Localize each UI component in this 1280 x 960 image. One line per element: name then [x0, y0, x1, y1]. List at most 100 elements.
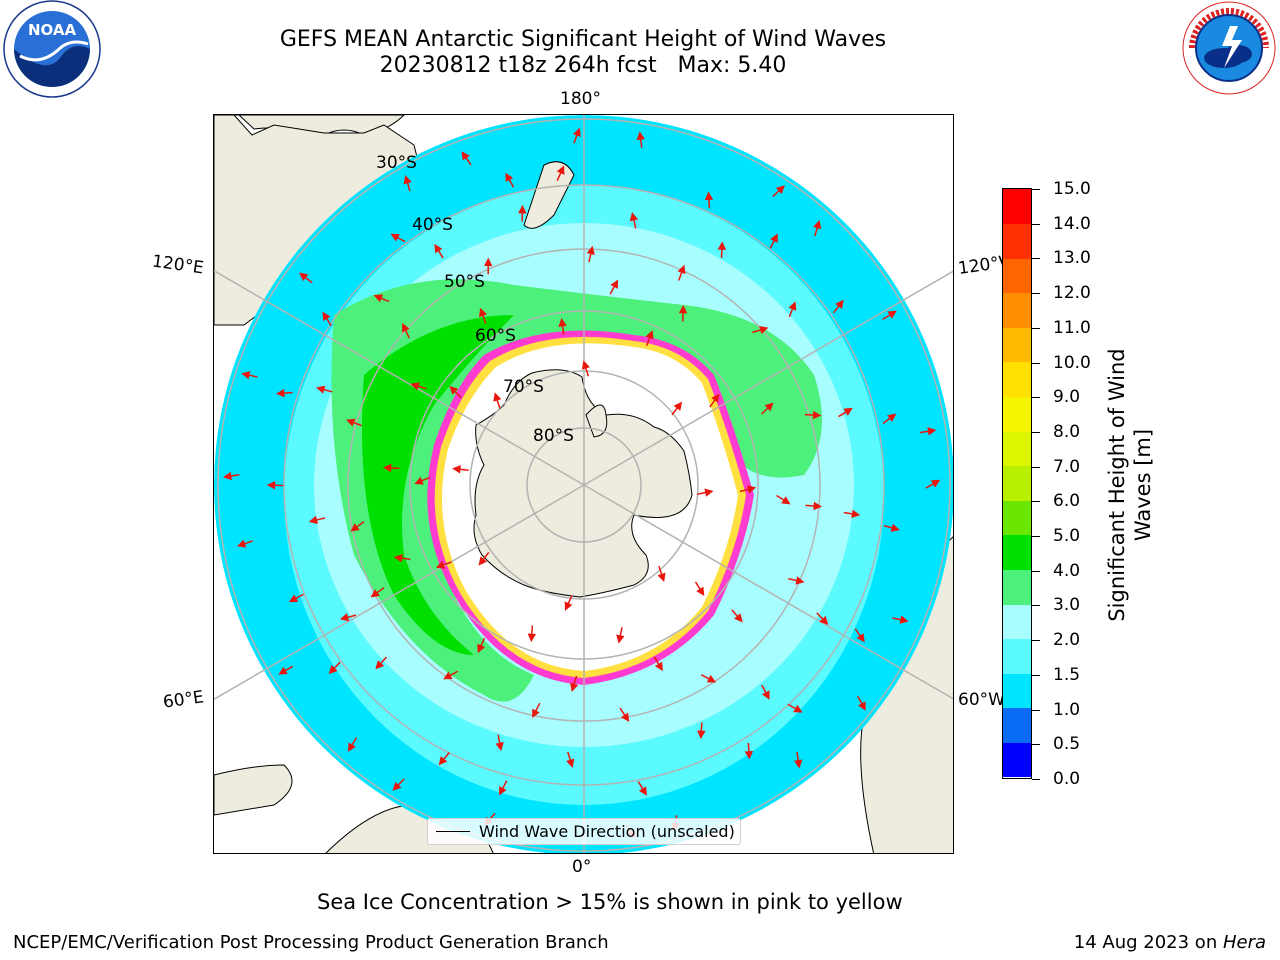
colorbar-tick	[1032, 536, 1040, 538]
colorbar-segment	[1003, 500, 1031, 536]
colorbar-tick-label: 0.0	[1053, 769, 1081, 789]
colorbar-tick-label: 8.0	[1053, 421, 1081, 442]
colorbar-segment	[1003, 431, 1031, 467]
colorbar-segment	[1003, 707, 1031, 743]
wave-direction-arrow	[694, 581, 705, 597]
lon-label-0: 0°	[572, 857, 592, 877]
wave-direction-arrow	[854, 628, 865, 643]
colorbar-tick	[1032, 258, 1040, 260]
footer-date: 14 Aug 2023 on	[1073, 932, 1223, 953]
lat-label-80s: 80°S	[533, 426, 574, 446]
wave-direction-arrow	[299, 272, 313, 284]
lat-label-60s: 60°S	[475, 326, 516, 346]
colorbar-tick	[1032, 466, 1040, 468]
wave-direction-arrow	[804, 410, 822, 420]
colorbar-tick-label: 1.5	[1053, 664, 1081, 685]
wave-direction-arrow	[788, 301, 797, 318]
wave-direction-arrow	[505, 172, 515, 188]
wave-direction-arrow	[477, 637, 486, 654]
wave-direction-arrow	[556, 165, 565, 181]
wave-direction-arrow	[479, 307, 487, 324]
colorbar-title: Significant Height of Wind Waves [m]	[1105, 348, 1155, 622]
lon-label-120e: 120°E	[150, 251, 205, 279]
colorbar-tick	[1032, 640, 1040, 642]
wind-wave-arrows	[222, 127, 941, 839]
colorbar-segment	[1003, 189, 1031, 225]
colorbar-segment	[1003, 569, 1031, 605]
colorbar-segment	[1003, 361, 1031, 398]
wave-direction-arrow	[449, 385, 462, 399]
colorbar-tick	[1032, 744, 1040, 746]
wave-direction-arrow	[370, 587, 385, 598]
wave-direction-arrow	[629, 212, 639, 229]
colorbar-tick-label: 3.0	[1053, 595, 1081, 616]
wave-direction-arrow	[236, 539, 253, 548]
wave-field-4.0-5.0	[362, 315, 514, 655]
colorbar-segment	[1003, 258, 1031, 294]
colorbar-tick-label: 2.0	[1053, 630, 1081, 651]
wave-direction-arrow	[435, 560, 452, 569]
lat-label-30s: 30°S	[376, 153, 417, 173]
colorbar-tick	[1032, 293, 1040, 295]
wave-direction-arrow	[339, 613, 357, 622]
wave-direction-arrow	[390, 233, 406, 243]
colorbar-segment	[1003, 604, 1031, 640]
wave-direction-arrow	[787, 703, 803, 713]
colorbar-tick	[1032, 779, 1040, 780]
wave-direction-arrow	[350, 521, 365, 532]
colorbar-segment	[1003, 223, 1031, 259]
legend-line-sample	[436, 831, 470, 832]
wave-direction-arrow	[892, 615, 909, 624]
colorbar-segment	[1003, 742, 1031, 778]
wave-direction-arrow	[401, 323, 410, 339]
wave-direction-arrow	[816, 612, 829, 625]
wave-direction-arrow	[518, 204, 527, 222]
wave-direction-arrow	[434, 243, 444, 259]
wave-direction-arrow	[495, 734, 504, 752]
wave-direction-arrow	[570, 675, 579, 692]
wave-direction-arrow	[347, 737, 358, 752]
colorbar-tick-label: 14.0	[1053, 213, 1091, 234]
colorbar-tick	[1032, 327, 1040, 329]
colorbar-tick-label: 4.0	[1053, 560, 1081, 581]
wave-direction-arrow	[616, 627, 625, 644]
legend-label: Wind Wave Direction (unscaled)	[479, 822, 735, 841]
wave-direction-arrow	[794, 751, 803, 769]
colorbar-tick-label: 7.0	[1053, 456, 1081, 477]
wave-direction-arrow	[857, 695, 866, 711]
colorbar-segment	[1003, 327, 1031, 363]
wave-direction-arrow	[581, 360, 590, 377]
map-legend: Wind Wave Direction (unscaled)	[427, 818, 741, 845]
wave-direction-arrow	[843, 509, 861, 518]
graticule	[214, 115, 953, 853]
wave-direction-arrow	[572, 127, 581, 144]
colorbar-segment	[1003, 534, 1031, 570]
wave-direction-arrow	[701, 674, 717, 683]
colorbar-tick	[1032, 709, 1040, 711]
antarctica-land	[473, 369, 693, 598]
colorbar-tick	[1032, 397, 1040, 399]
wave-direction-arrow	[564, 595, 573, 611]
wave-direction-arrow	[222, 471, 240, 481]
colorbar-segment	[1003, 673, 1031, 709]
wave-direction-arrow	[677, 264, 686, 281]
wave-direction-arrow	[776, 494, 791, 505]
wave-direction-arrow	[443, 670, 459, 680]
colorbar-tick-label: 5.0	[1053, 526, 1081, 547]
wave-direction-arrow	[410, 382, 427, 391]
colorbar-tick	[1032, 605, 1040, 607]
wave-direction-arrow	[461, 151, 472, 166]
lat-label-40s: 40°S	[412, 215, 453, 235]
wave-direction-arrow	[558, 318, 567, 335]
colorbar-tick-label: 13.0	[1053, 248, 1091, 269]
wave-direction-arrow	[805, 501, 823, 511]
lon-label-180: 180°	[560, 89, 601, 109]
wave-direction-arrow	[761, 684, 770, 700]
wave-direction-arrow	[882, 413, 897, 425]
wave-direction-arrow	[671, 401, 683, 416]
wave-direction-arrow	[266, 481, 284, 490]
wave-direction-arrow	[653, 656, 663, 672]
wave-direction-arrow	[527, 625, 537, 643]
wave-direction-arrow	[452, 465, 469, 474]
wave-direction-arrow	[697, 722, 706, 740]
